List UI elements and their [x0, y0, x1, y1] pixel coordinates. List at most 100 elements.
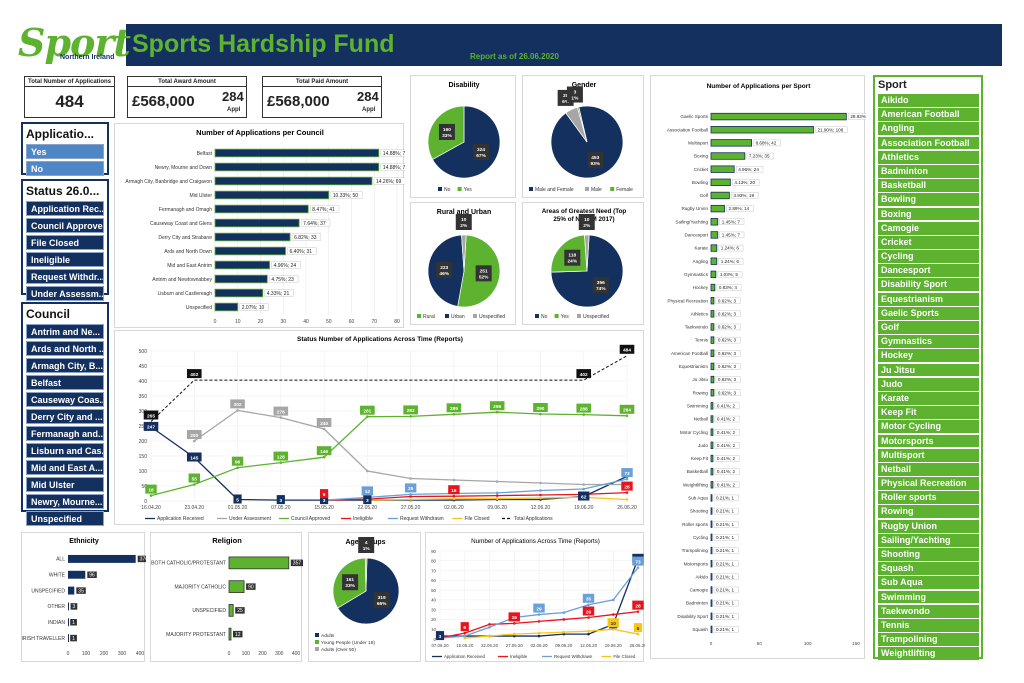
slicer-item-shooting[interactable]: Shooting [878, 548, 979, 561]
x-tick-label: 60 [349, 319, 355, 325]
data-label-box [715, 363, 741, 370]
data-label-box [714, 468, 740, 475]
legend-swatch [473, 314, 477, 318]
series-point [236, 409, 239, 412]
slicer-item-gymnastics[interactable]: Gymnastics [878, 335, 979, 349]
category-label: Ju Jitsu [692, 377, 708, 382]
slicer-item-aikido[interactable]: Aikido [878, 94, 979, 107]
slicer-item-mid-ulster[interactable]: Mid Ulster [26, 477, 104, 492]
slicer-item-gaelic-sports[interactable]: Gaelic Sports [878, 306, 979, 320]
x-tick-label: 30 [280, 319, 286, 325]
slicer-item-antrim-and-ne[interactable]: Antrim and Ne... [26, 324, 104, 339]
slicer-item-bowling[interactable]: Bowling [878, 193, 979, 207]
data-label: 3.93%; 19 [733, 193, 754, 198]
category-label: Association Football [667, 127, 708, 132]
point-label: 55 [192, 476, 198, 482]
slicer-item-roller-sports[interactable]: Roller sports [878, 491, 979, 505]
slicer-item-rugby-union[interactable]: Rugby Union [878, 519, 979, 533]
slicer-item-sailing-yachting[interactable]: Sailing/Yachting [878, 533, 979, 547]
slicer-item-belfast[interactable]: Belfast [26, 375, 104, 390]
slicer-item-file-closed[interactable]: File Closed [26, 235, 104, 250]
slicer-item-cricket[interactable]: Cricket [878, 235, 979, 249]
slicer-item-under-assessm[interactable]: Under Assessm... [26, 286, 104, 301]
slicer-item-lisburn-and-cas[interactable]: Lisburn and Cas... [26, 443, 104, 458]
y-tick-label: 90 [431, 549, 436, 554]
slicer-item-motor-cycling[interactable]: Motor Cycling [878, 420, 979, 434]
slicer-item-ju-jitsu[interactable]: Ju Jitsu [878, 363, 979, 377]
series-point [539, 412, 542, 416]
series-point [495, 480, 499, 483]
pie-label-pct: 1% [571, 96, 579, 102]
point-label: 302 [234, 402, 242, 408]
slicer-item-council-approved[interactable]: Council Approved [26, 218, 104, 233]
x-tick-label: 300 [275, 651, 284, 657]
data-label-box [718, 244, 744, 252]
slicer-item-equestrianism[interactable]: Equestrianism [878, 292, 979, 306]
slicer-item-basketball[interactable]: Basketball [878, 179, 979, 193]
slicer-item-derry-city-and[interactable]: Derry City and ... [26, 409, 104, 424]
slicer-item-dancesport[interactable]: Dancesport [878, 264, 979, 278]
slicer-item-athletics[interactable]: Athletics [878, 150, 979, 164]
x-tick-label: 22.05.20 [358, 505, 378, 511]
slicer-item-golf[interactable]: Golf [878, 321, 979, 334]
point-label-box [533, 403, 548, 412]
x-tick-label: 40 [303, 319, 309, 325]
slicer-item-motorsports[interactable]: Motorsports [878, 434, 979, 448]
pie-label-box [475, 265, 492, 282]
slicer-item-causeway-coas[interactable]: Causeway Coas... [26, 392, 104, 407]
series-point [562, 611, 566, 614]
slicer-item-multisport[interactable]: Multisport [878, 448, 979, 462]
slicer-item-tennis[interactable]: Tennis [878, 618, 979, 632]
category-label: Multisport [688, 140, 709, 145]
chart-title: Ethnicity [69, 538, 99, 545]
category-label: Tennis [695, 338, 709, 343]
slicer-item-association-football[interactable]: Association Football [878, 136, 979, 150]
data-label: 6.82%; 33 [294, 235, 317, 241]
series-point [512, 632, 516, 636]
pie-label-box [566, 86, 583, 103]
slicer-item-angling[interactable]: Angling [878, 122, 979, 136]
x-tick-label: 10 [235, 319, 241, 325]
series-point [636, 566, 640, 569]
slicer-item-badminton[interactable]: Badminton [878, 164, 979, 178]
slicer-item-newry-mourne[interactable]: Newry, Mourne... [26, 494, 104, 509]
slicer-item-netball[interactable]: Netball [878, 462, 979, 476]
slicer-item-boxing[interactable]: Boxing [878, 207, 979, 221]
data-label: 0.62%; 3 [718, 377, 737, 382]
slicer-item-taekwondo[interactable]: Taekwondo [878, 604, 979, 618]
slicer-item-request-withdr[interactable]: Request Withdr... [26, 269, 104, 284]
slicer-item-rowing[interactable]: Rowing [878, 505, 979, 519]
slicer-item-american-football[interactable]: American Football [878, 108, 979, 122]
slicer-item-disability-sport[interactable]: Disability Sport [878, 278, 979, 292]
slicer-item-no[interactable]: No [26, 161, 104, 176]
point-label-box [316, 446, 332, 456]
data-label-box [137, 555, 150, 563]
slicer-item-judo[interactable]: Judo [878, 377, 979, 391]
slicer-item-karate[interactable]: Karate [878, 391, 979, 405]
slicer-item-sub-aqua[interactable]: Sub Aqua [878, 576, 979, 590]
slicer-item-weightlifting[interactable]: Weightlifting [878, 647, 979, 661]
slicer-item-fermanagh-and[interactable]: Fermanagh and... [26, 426, 104, 441]
category-label: Belfast [197, 151, 213, 157]
slicer-item-application-rec[interactable]: Application Rec... [26, 201, 104, 216]
slicer-item-unspecified[interactable]: Unspecified [26, 511, 104, 526]
slicer-item-camogie[interactable]: Camogie [878, 221, 979, 235]
slicer-item-swimming[interactable]: Swimming [878, 590, 979, 604]
slicer-item-hockey[interactable]: Hockey [878, 349, 979, 363]
slicer-item-mid-and-east-a[interactable]: Mid and East A... [26, 460, 104, 475]
slicer-item-armagh-city-b[interactable]: Armagh City, B... [26, 358, 104, 373]
series-point [452, 478, 456, 482]
slicer-item-cycling[interactable]: Cycling [878, 250, 979, 263]
legend-label: Ineligible [510, 654, 528, 659]
slicer-item-physical-recreation[interactable]: Physical Recreation [878, 477, 979, 490]
slicer-item-yes[interactable]: Yes [26, 144, 104, 159]
data-label-box [715, 389, 741, 396]
x-tick-label: 19.06.20 [605, 643, 623, 648]
slicer-item-ards-and-north[interactable]: Ards and North ... [26, 341, 104, 356]
slicer-item-ineligible[interactable]: Ineligible [26, 252, 104, 267]
slicer-item-keep-fit[interactable]: Keep Fit [878, 406, 979, 420]
slicer-item-squash[interactable]: Squash [878, 562, 979, 576]
x-tick-label: 22.05.20 [481, 643, 499, 648]
data-label: 0.21%; 1 [716, 601, 735, 606]
slicer-item-trampolining[interactable]: Trampolining [878, 633, 979, 647]
